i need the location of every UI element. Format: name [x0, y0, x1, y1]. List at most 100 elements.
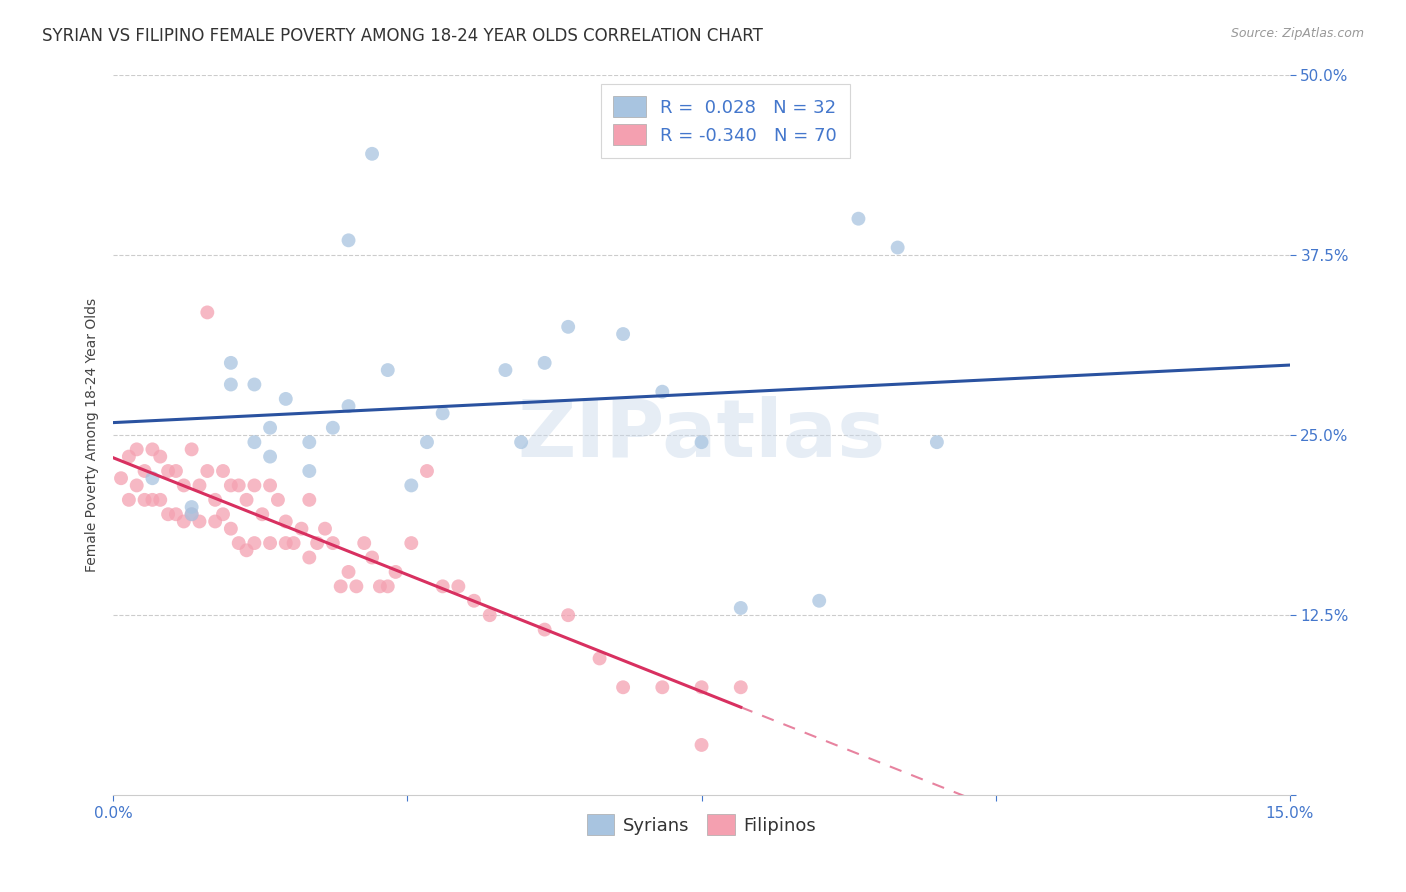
Point — [808, 594, 831, 608]
Point — [557, 608, 579, 623]
Point — [730, 680, 752, 694]
Point — [337, 565, 360, 579]
Point — [149, 492, 172, 507]
Point — [204, 492, 226, 507]
Point — [337, 233, 360, 247]
Point — [165, 464, 187, 478]
Point — [110, 471, 132, 485]
Point — [228, 536, 250, 550]
Point — [243, 478, 266, 492]
Point — [432, 406, 454, 420]
Point — [219, 356, 242, 370]
Point — [274, 536, 297, 550]
Point — [235, 543, 257, 558]
Point — [219, 478, 242, 492]
Point — [848, 211, 870, 226]
Point — [243, 536, 266, 550]
Point — [118, 450, 141, 464]
Point — [157, 508, 180, 522]
Point — [195, 305, 218, 319]
Point — [141, 471, 163, 485]
Point — [188, 515, 211, 529]
Point — [212, 508, 235, 522]
Point — [353, 536, 375, 550]
Point — [730, 601, 752, 615]
Point — [533, 356, 555, 370]
Point — [219, 377, 242, 392]
Point — [125, 478, 148, 492]
Point — [384, 565, 406, 579]
Point — [243, 377, 266, 392]
Point — [329, 579, 352, 593]
Point — [180, 500, 202, 514]
Point — [165, 508, 187, 522]
Point — [557, 319, 579, 334]
Point — [219, 522, 242, 536]
Point — [173, 478, 195, 492]
Point — [274, 392, 297, 406]
Point — [298, 492, 321, 507]
Point — [212, 464, 235, 478]
Text: SYRIAN VS FILIPINO FEMALE POVERTY AMONG 18-24 YEAR OLDS CORRELATION CHART: SYRIAN VS FILIPINO FEMALE POVERTY AMONG … — [42, 27, 763, 45]
Point — [134, 492, 156, 507]
Point — [188, 478, 211, 492]
Point — [416, 464, 439, 478]
Point — [180, 442, 202, 457]
Point — [478, 608, 501, 623]
Point — [235, 492, 257, 507]
Point — [322, 536, 344, 550]
Point — [377, 579, 399, 593]
Point — [401, 536, 423, 550]
Point — [283, 536, 305, 550]
Point — [322, 421, 344, 435]
Point — [259, 421, 281, 435]
Point — [180, 508, 202, 522]
Point — [259, 536, 281, 550]
Point — [447, 579, 470, 593]
Point — [463, 594, 485, 608]
Point — [290, 522, 312, 536]
Point — [149, 450, 172, 464]
Point — [416, 435, 439, 450]
Point — [125, 442, 148, 457]
Point — [337, 399, 360, 413]
Point — [173, 515, 195, 529]
Point — [690, 680, 713, 694]
Point — [118, 492, 141, 507]
Point — [298, 435, 321, 450]
Point — [361, 146, 384, 161]
Point — [298, 464, 321, 478]
Point — [267, 492, 290, 507]
Point — [368, 579, 391, 593]
Point — [344, 579, 367, 593]
Point — [180, 508, 202, 522]
Point — [228, 478, 250, 492]
Point — [432, 579, 454, 593]
Text: ZIPatlas: ZIPatlas — [517, 396, 886, 474]
Legend: Syrians, Filipinos: Syrians, Filipinos — [578, 805, 825, 844]
Point — [651, 680, 673, 694]
Text: Source: ZipAtlas.com: Source: ZipAtlas.com — [1230, 27, 1364, 40]
Point — [690, 738, 713, 752]
Point — [401, 478, 423, 492]
Point — [259, 450, 281, 464]
Point — [377, 363, 399, 377]
Point — [252, 508, 274, 522]
Point — [588, 651, 610, 665]
Point — [274, 515, 297, 529]
Point — [134, 464, 156, 478]
Point — [157, 464, 180, 478]
Point — [925, 435, 948, 450]
Point — [204, 515, 226, 529]
Point — [690, 435, 713, 450]
Point — [494, 363, 516, 377]
Point — [141, 492, 163, 507]
Point — [612, 680, 634, 694]
Point — [307, 536, 329, 550]
Point — [243, 435, 266, 450]
Point — [314, 522, 336, 536]
Point — [533, 623, 555, 637]
Point — [612, 326, 634, 341]
Point — [298, 550, 321, 565]
Point — [510, 435, 533, 450]
